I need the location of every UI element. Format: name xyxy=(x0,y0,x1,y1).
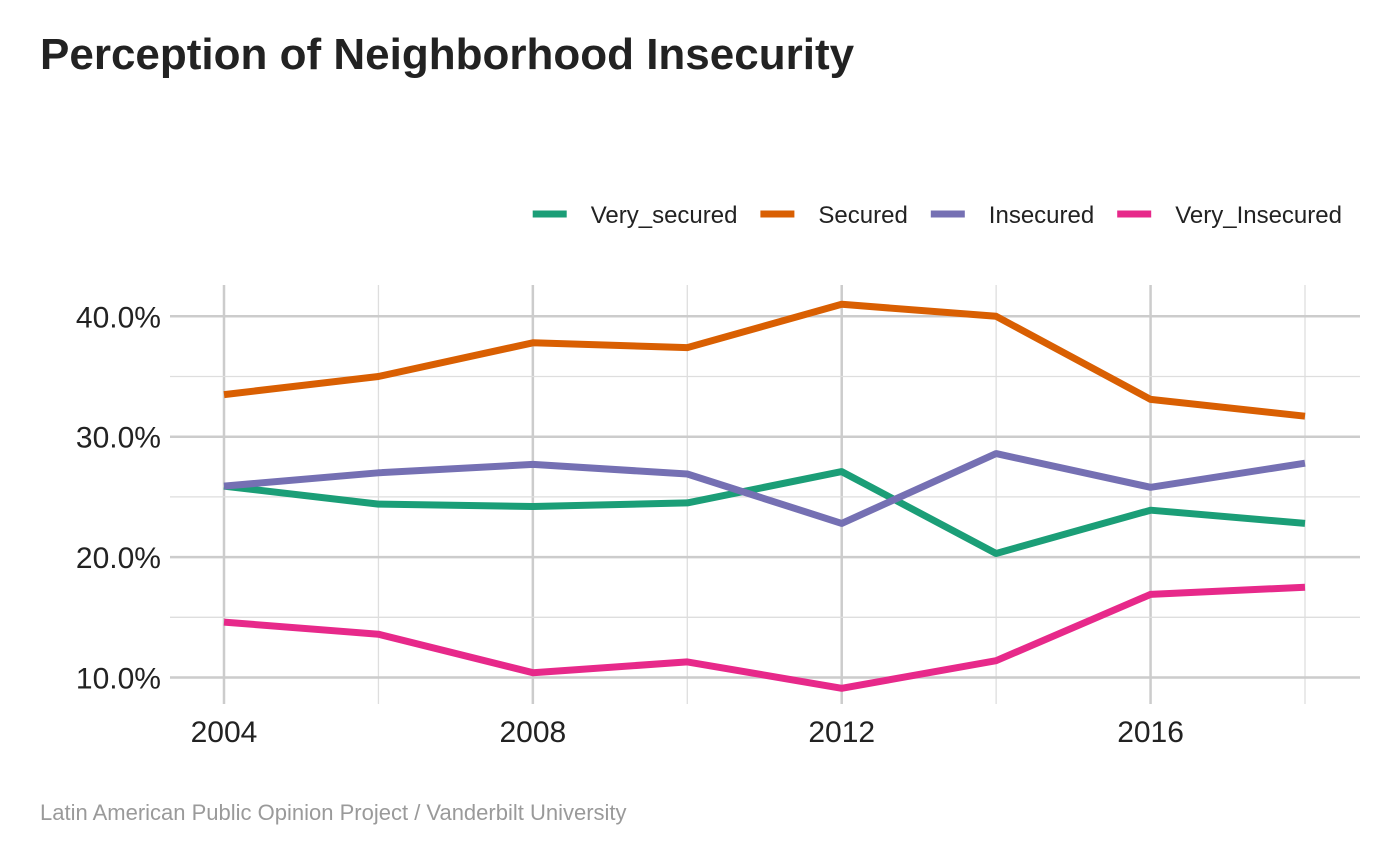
legend: Very_secured Secured Insecured Very_Insecur… xyxy=(532,202,1342,229)
legend-label: Very_secured xyxy=(591,202,738,229)
x-tick-label: 2004 xyxy=(191,716,258,749)
legend-item-secured: Secured xyxy=(760,202,908,229)
axis-tick-labels: 2004 2008 2012 2016 10.0% 20.0% 30.0% 40.0% xyxy=(76,301,1184,749)
legend-label: Insecured xyxy=(989,202,1094,229)
series-line-insecured xyxy=(223,450,1306,527)
x-tick-label: 2008 xyxy=(499,716,566,749)
x-tick-label: 2016 xyxy=(1117,716,1184,749)
legend-item-very-secured: Very_secured xyxy=(532,202,738,229)
series-line-very-secured xyxy=(223,468,1306,557)
legend-label: Very_Insecured xyxy=(1175,202,1342,229)
y-tick-label: 10.0% xyxy=(76,663,161,696)
chart-title: Perception of Neighborhood Insecurity xyxy=(40,30,855,79)
x-tick-label: 2012 xyxy=(808,716,875,749)
series-line-very-insecured xyxy=(223,583,1306,692)
series-line-secured xyxy=(223,300,1306,420)
legend-label: Secured xyxy=(818,202,907,229)
y-tick-label: 30.0% xyxy=(76,422,161,455)
y-tick-label: 20.0% xyxy=(76,542,161,575)
source-caption: Latin American Public Opinion Project / … xyxy=(40,800,627,825)
legend-item-very-insecured: Very_Insecured xyxy=(1117,202,1342,229)
grid-lines xyxy=(170,285,1360,704)
series-lines xyxy=(223,300,1306,692)
y-tick-label: 40.0% xyxy=(76,301,161,334)
legend-item-insecured: Insecured xyxy=(930,202,1094,229)
